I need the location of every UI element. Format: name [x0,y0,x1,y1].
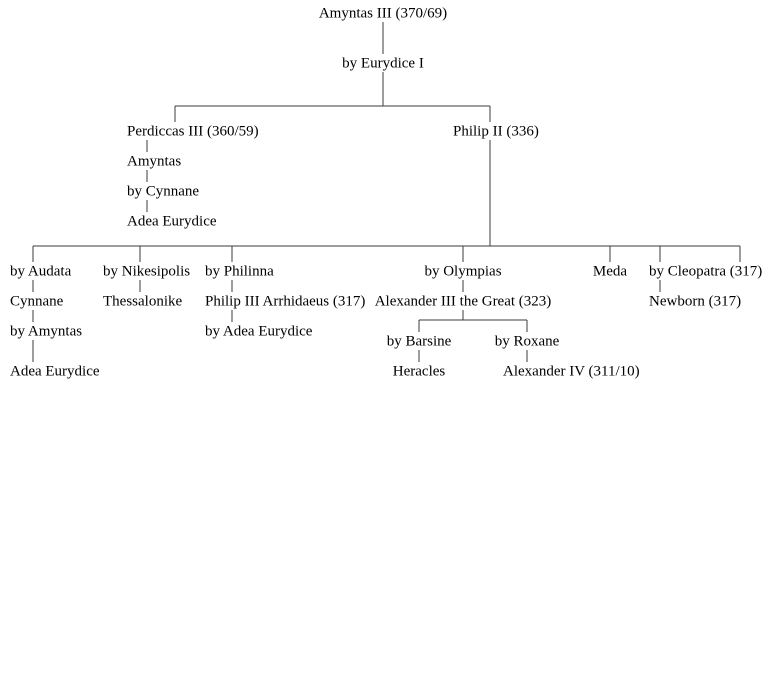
tree-node-newborn: Newborn (317) [649,293,741,309]
tree-node-heracles: Heracles [393,363,446,379]
tree-node-eurydice1: by Eurydice I [342,55,424,71]
tree-node-nikes: by Nikesipolis [103,263,190,279]
tree-node-meda: Meda [593,263,627,279]
tree-node-cynnane: Cynnane [10,293,64,309]
tree-node-perdiccas3: Perdiccas III (360/59) [127,123,259,139]
tree-node-by_adea: by Adea Eurydice [205,323,313,339]
tree-node-audata: by Audata [10,263,72,279]
tree-node-amyntas3: Amyntas III (370/69) [319,5,447,21]
tree-node-cleo: by Cleopatra (317) [649,263,762,279]
tree-node-alex3: Alexander III the Great (323) [375,293,552,309]
tree-node-amyntas_p: Amyntas [127,153,181,169]
tree-node-barsine: by Barsine [387,333,452,349]
tree-node-adea2: Adea Eurydice [10,363,100,379]
tree-node-cynnane_p: by Cynnane [127,183,199,199]
tree-node-adea_p: Adea Eurydice [127,213,217,229]
tree-node-olympias: by Olympias [424,263,501,279]
tree-node-phil3: Philip III Arrhidaeus (317) [205,293,365,309]
tree-node-philinna: by Philinna [205,263,274,279]
family-tree-diagram: Amyntas III (370/69) by Eurydice I Perdicc… [0,0,766,676]
tree-node-alex4: Alexander IV (311/10) [503,363,640,379]
tree-node-philip2: Philip II (336) [453,123,539,139]
tree-node-thess: Thessalonike [103,293,182,309]
tree-node-by_amyntas: by Amyntas [10,323,82,339]
tree-node-roxane: by Roxane [495,333,560,349]
